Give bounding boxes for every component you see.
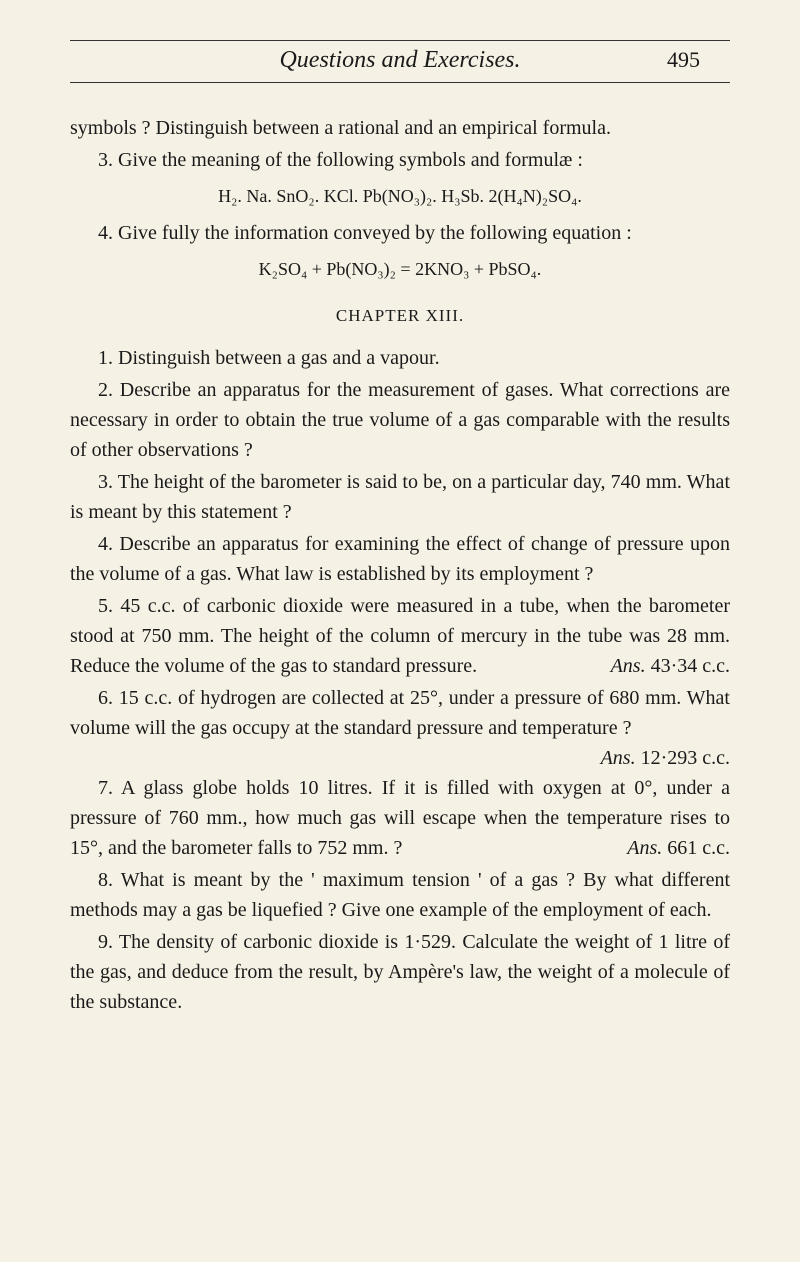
paragraph-ch13-q4: 4. Describe an apparatus for examining t…: [70, 529, 730, 589]
paragraph-q4: 4. Give fully the information conveyed b…: [70, 218, 730, 248]
q6-text: 6. 15 c.c. of hydrogen are collected at …: [70, 687, 730, 739]
paragraph-q3: 3. Give the meaning of the following sym…: [70, 145, 730, 175]
paragraph-ch13-q1: 1. Distinguish between a gas and a vapou…: [70, 343, 730, 373]
paragraph-ch13-q9: 9. The density of carbonic dioxide is 1·…: [70, 927, 730, 1017]
formula-2: K₂SO₄ + Pb(NO₃)₂ = 2KNO₃ + PbSO₄.: [70, 256, 730, 283]
q7-answer: Ans. 661 c.c.: [599, 833, 730, 863]
ans-value: 43·34 c.c.: [646, 655, 730, 677]
ans-label: Ans.: [627, 837, 662, 859]
ans-value: 12·293 c.c.: [636, 747, 730, 769]
paragraph-intro: symbols ? Distinguish between a rational…: [70, 113, 730, 143]
paragraph-ch13-q6: 6. 15 c.c. of hydrogen are collected at …: [70, 683, 730, 743]
page-header: Questions and Exercises. 495: [70, 47, 730, 83]
ans-label: Ans.: [611, 655, 646, 677]
paragraph-ch13-q7: 7. A glass globe holds 10 litres. If it …: [70, 773, 730, 863]
formula-1: H₂. Na. SnO₂. KCl. Pb(NO₃)₂. H₃Sb. 2(H₄N…: [70, 183, 730, 210]
paragraph-ch13-q5: 5. 45 c.c. of carbonic dioxide were meas…: [70, 591, 730, 681]
page-number: 495: [667, 47, 700, 73]
chapter-heading: CHAPTER XIII.: [70, 303, 730, 329]
header-title: Questions and Exercises.: [279, 47, 520, 74]
ans-value: 661 c.c.: [662, 837, 730, 859]
q5-answer: Ans. 43·34 c.c.: [583, 651, 730, 681]
paragraph-ch13-q2: 2. Describe an apparatus for the measure…: [70, 375, 730, 465]
paragraph-ch13-q3: 3. The height of the barometer is said t…: [70, 467, 730, 527]
paragraph-ch13-q8: 8. What is meant by the ' maximum tensio…: [70, 865, 730, 925]
ans-label: Ans.: [601, 747, 636, 769]
q6-answer: Ans. 12·293 c.c.: [573, 743, 730, 773]
page-content: symbols ? Distinguish between a rational…: [70, 113, 730, 1017]
